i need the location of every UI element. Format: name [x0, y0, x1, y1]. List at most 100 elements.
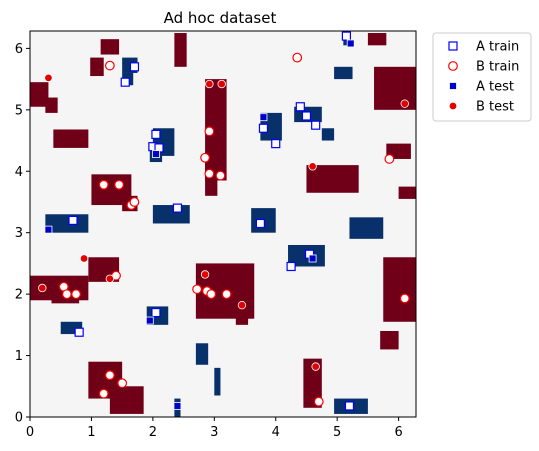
data-point-b-test — [400, 99, 409, 108]
legend-items: A train B train A test B test — [448, 40, 519, 115]
heatmap-region-b — [380, 330, 399, 350]
y-tick-label: 2 — [15, 288, 23, 303]
data-point-b-train — [384, 154, 395, 164]
legend-label-b-train: B train — [476, 60, 519, 75]
data-point-a-test — [152, 150, 160, 158]
x-tick-label: 5 — [333, 425, 341, 440]
data-point-b-test — [200, 270, 210, 279]
data-point-a-train — [172, 203, 183, 213]
data-point-b-train — [200, 152, 210, 163]
data-point-a-test — [173, 402, 182, 410]
data-point-a-train — [301, 111, 312, 121]
data-point-b-train — [206, 289, 217, 300]
heatmap-region-b — [90, 57, 104, 77]
data-point-b-train — [71, 289, 81, 300]
heatmap-region-a — [195, 343, 209, 365]
plot-area — [29, 30, 417, 418]
heatmap-region-a — [152, 205, 190, 224]
y-tick-label: 5 — [15, 103, 23, 118]
data-point-b-train — [221, 289, 232, 300]
data-point-a-train — [295, 102, 305, 112]
heatmap-region-b — [386, 143, 411, 159]
data-point-a-train — [68, 215, 78, 226]
heatmap-region-b — [174, 33, 187, 67]
data-point-b-test — [205, 79, 214, 89]
x-axis: 0 1 2 3 4 5 6 — [26, 417, 403, 440]
data-point-b-test — [105, 274, 115, 283]
data-point-a-train — [271, 139, 281, 149]
x-tick-label: 2 — [149, 425, 157, 440]
heatmap-region-a — [349, 217, 384, 239]
heatmap-region-b — [303, 358, 322, 408]
data-point-a-train — [255, 218, 265, 229]
data-point-a-train — [311, 120, 321, 130]
y-tick-label: 3 — [15, 226, 23, 241]
data-point-a-test — [44, 225, 53, 234]
legend: A train B train A test B test — [432, 32, 532, 122]
legend-marker-b-test — [448, 101, 458, 111]
data-point-a-train — [74, 327, 84, 337]
data-point-b-test — [311, 362, 320, 371]
data-point-a-train — [129, 62, 140, 72]
data-point-b-train — [192, 284, 203, 295]
data-point-b-train — [104, 370, 115, 381]
heatmap-region-a — [321, 128, 335, 141]
legend-box — [432, 32, 532, 122]
heatmap-region-b — [398, 186, 416, 199]
data-point-b-train — [104, 60, 115, 71]
legend-label-a-test: A test — [476, 80, 514, 95]
y-tick-label: 4 — [15, 165, 23, 180]
points-layer — [38, 31, 410, 411]
heatmap-region-b — [367, 33, 387, 46]
data-point-b-test — [79, 254, 89, 263]
data-point-a-test — [346, 39, 355, 48]
data-point-b-train — [204, 126, 215, 137]
chart-title: Ad hoc dataset — [164, 9, 277, 27]
legend-label-b-test: B test — [476, 100, 514, 115]
data-point-b-train — [292, 52, 303, 63]
data-point-b-train — [98, 388, 109, 399]
data-point-a-test — [259, 113, 268, 122]
data-point-a-train — [341, 31, 351, 41]
heatmap-region-a — [45, 214, 89, 233]
x-tick-label: 1 — [87, 425, 95, 440]
heatmap-region-b — [306, 165, 359, 193]
data-point-a-train — [120, 77, 130, 87]
legend-marker-a-train — [448, 41, 458, 51]
heatmap-region-b — [374, 66, 416, 110]
legend-label-a-train: A train — [476, 40, 519, 55]
plot-frame — [29, 30, 417, 418]
data-point-b-test — [217, 79, 226, 89]
data-point-a-test — [308, 254, 317, 263]
data-point-b-train — [215, 170, 226, 181]
y-tick-label: 0 — [15, 411, 23, 426]
heatmap-region-a — [334, 66, 353, 80]
heatmap-region-b — [45, 97, 58, 113]
legend-marker-a-test — [449, 82, 457, 90]
data-point-b-test — [308, 162, 317, 171]
heatmap-region-b — [205, 79, 227, 181]
heatmap-region-b — [383, 257, 416, 322]
x-tick-label: 4 — [272, 425, 280, 440]
data-point-a-test — [145, 316, 154, 325]
data-point-b-train — [129, 197, 140, 207]
y-tick-label: 6 — [15, 42, 23, 57]
data-point-b-test — [38, 283, 47, 293]
data-point-b-train — [399, 293, 410, 304]
data-point-a-train — [151, 129, 161, 139]
heatmap-layer — [30, 33, 416, 417]
data-point-b-train — [98, 179, 109, 190]
data-point-b-test — [237, 300, 247, 310]
data-point-b-train — [313, 396, 324, 407]
data-point-a-train — [258, 123, 269, 133]
data-point-a-train — [344, 401, 355, 411]
data-point-a-train — [151, 307, 161, 318]
data-point-a-train — [286, 261, 296, 272]
heatmap-region-b — [30, 82, 49, 107]
y-axis: 0 1 2 3 4 5 6 — [15, 42, 30, 426]
heatmap-region-b — [109, 386, 144, 414]
x-tick-label: 6 — [394, 425, 402, 440]
data-point-b-train — [114, 179, 124, 190]
heatmap-region-b — [100, 39, 120, 55]
